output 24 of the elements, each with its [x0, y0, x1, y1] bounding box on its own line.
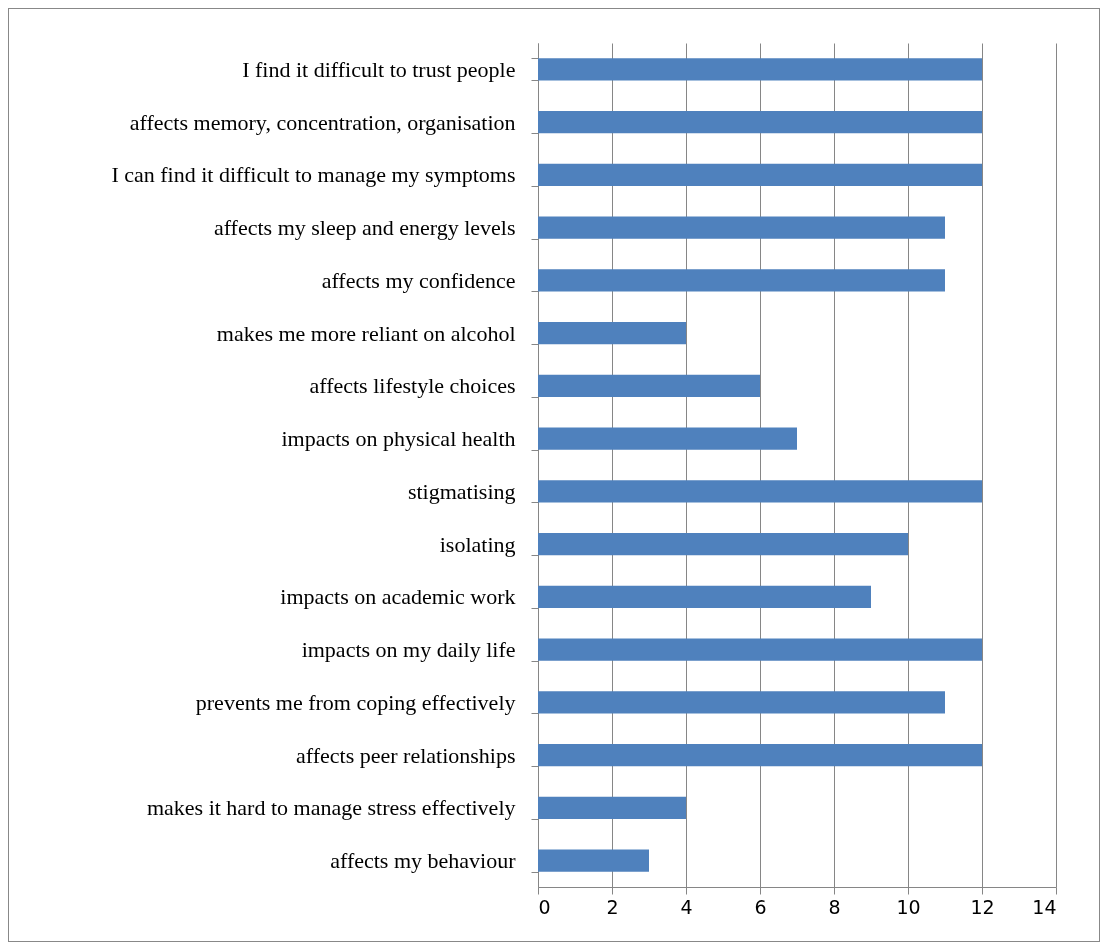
y-tick-label: impacts on academic work — [280, 584, 516, 610]
x-tick-label: 4 — [680, 895, 693, 918]
x-tick-label: 10 — [896, 895, 921, 918]
x-tick-label: 0 — [538, 895, 551, 918]
y-tick-label: affects lifestyle choices — [309, 373, 516, 399]
y-tick-label: affects my confidence — [321, 267, 516, 293]
y-tick-label: I find it difficult to trust people — [242, 56, 516, 82]
y-tick-label: affects memory, concentration, organisation — [129, 109, 516, 135]
y-tick-label: affects my behaviour — [330, 848, 517, 874]
y-tick-label: impacts on physical health — [281, 426, 516, 452]
y-tick-label: makes it hard to manage stress effectively — [146, 795, 516, 821]
y-tick-label: affects my sleep and energy levels — [213, 215, 516, 241]
y-tick-label: affects peer relationships — [295, 742, 516, 768]
x-tick-label: 12 — [970, 895, 995, 918]
y-tick-label: makes me more reliant on alcohol — [216, 320, 516, 346]
x-tick-label: 6 — [754, 895, 767, 918]
x-tick-label: 8 — [828, 895, 841, 918]
y-tick-label: prevents me from coping effectively — [195, 689, 516, 715]
y-tick-label: I can find it difficult to manage my symptoms — [111, 162, 516, 188]
x-tick-label: 2 — [606, 895, 619, 918]
y-tick-label: isolating — [439, 531, 516, 557]
y-tick-label: stigmatising — [407, 478, 516, 504]
x-tick-label: 14 — [1032, 895, 1057, 918]
y-tick-label: impacts on my daily life — [301, 637, 516, 663]
